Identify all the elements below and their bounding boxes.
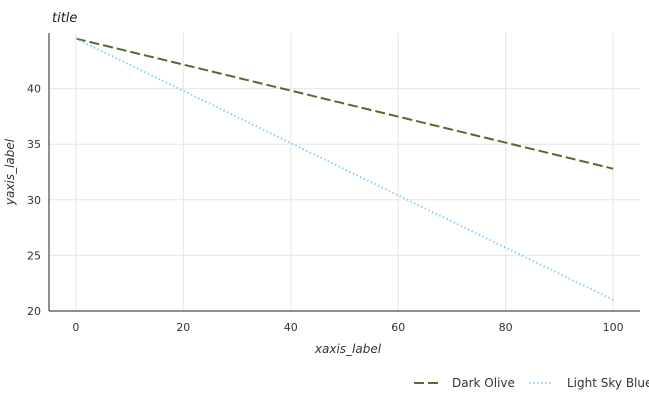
x-axis-label: xaxis_label	[314, 342, 382, 356]
y-tick-label: 30	[27, 194, 41, 207]
x-tick-label: 20	[176, 321, 190, 334]
legend-label: Light Sky Blue	[567, 376, 649, 390]
y-tick-label: 20	[27, 305, 41, 318]
x-tick-label: 60	[391, 321, 405, 334]
y-axis-label: yaxis_label	[3, 138, 17, 206]
x-tick-label: 80	[499, 321, 513, 334]
chart-title: title	[52, 11, 77, 26]
series-lines	[75, 37, 614, 301]
x-tick-label: 0	[72, 321, 79, 334]
legend-label: Dark Olive	[452, 376, 515, 390]
legend: Dark Olive Light Sky Blue	[414, 376, 649, 390]
x-tick-labels: 0 20 40 60 80 100	[72, 321, 623, 334]
y-tick-label: 25	[27, 249, 41, 262]
y-tick-label: 40	[27, 83, 41, 96]
y-tick-label: 35	[27, 138, 41, 151]
x-tick-label: 40	[284, 321, 298, 334]
y-tick-labels: 20 25 30 35 40	[27, 83, 41, 318]
x-tick-label: 100	[603, 321, 624, 334]
series-line-light-sky-blue	[75, 37, 614, 301]
series-line-dark-olive	[75, 37, 614, 170]
